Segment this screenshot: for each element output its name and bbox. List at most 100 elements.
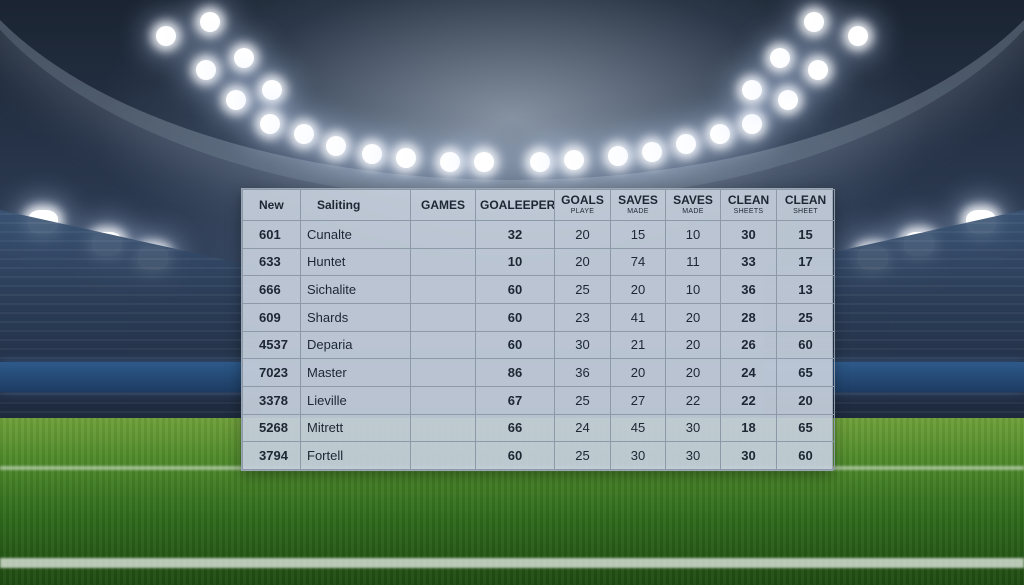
column-header-label: SAVES	[618, 193, 658, 207]
column-header-label: Saliting	[317, 197, 361, 212]
floodlight	[294, 124, 314, 144]
floodlight	[742, 114, 762, 134]
table-row: 7023 Master 86 36 20 20 24 65	[242, 358, 835, 387]
floodlight	[200, 12, 220, 32]
column-header-label: GAMES	[420, 197, 465, 212]
column-header: GAMES	[410, 189, 476, 221]
table-cell: 20	[776, 385, 835, 415]
column-header-sublabel: SHEET	[793, 208, 818, 215]
table-cell: Lieville	[300, 385, 411, 415]
table-cell: 25	[554, 441, 611, 470]
floodlight	[742, 80, 762, 100]
floodlight	[156, 26, 176, 46]
table-row: 4537 Deparia 60 30 21 20 26 60	[242, 330, 835, 360]
column-header-label: New	[259, 197, 284, 212]
column-header-label: GOALEEPER	[480, 197, 555, 212]
table-cell: 20	[665, 330, 721, 360]
table-cell: 60	[776, 441, 835, 470]
table-cell: 60	[475, 330, 555, 360]
floodlight	[260, 114, 280, 134]
table-cell: 60	[475, 302, 555, 332]
table-cell: 15	[610, 220, 666, 249]
table-cell: 23	[554, 302, 611, 332]
table-cell: 86	[475, 358, 555, 387]
table-cell: 10	[665, 275, 721, 304]
table-cell: 10	[475, 247, 555, 277]
column-header-label: GOALS	[561, 193, 604, 207]
pitch-line	[0, 558, 1024, 568]
table-cell: Sichalite	[300, 275, 411, 304]
table-row: 601 Cunalte 32 20 15 10 30 15	[242, 220, 835, 249]
table-cell	[410, 413, 476, 443]
table-cell: 22	[665, 385, 721, 415]
column-header: New	[242, 189, 301, 221]
table-cell: 3378	[242, 385, 301, 415]
table-cell: 25	[776, 302, 835, 332]
table-cell: 28	[720, 302, 777, 332]
table-cell: 30	[610, 441, 666, 470]
table-cell: 45	[610, 413, 666, 443]
floodlight	[608, 146, 628, 166]
table-cell: 33	[720, 247, 777, 277]
table-cell	[410, 302, 476, 332]
table-cell: 30	[665, 441, 721, 470]
table-cell: 30	[554, 330, 611, 360]
column-header-sublabel: SHEETS	[733, 208, 764, 215]
table-cell: 601	[242, 220, 301, 249]
table-cell: 25	[554, 385, 611, 415]
stats-board: New Saliting GAMES GOALEEPER GOALS PLAYE SAVES…	[241, 188, 835, 471]
table-cell	[410, 330, 476, 360]
floodlight	[396, 148, 416, 168]
table-cell: 66	[475, 413, 555, 443]
floodlight	[808, 60, 828, 80]
table-cell: 22	[720, 385, 777, 415]
table-cell: 20	[554, 220, 611, 249]
column-header: GOALEEPER	[475, 189, 555, 221]
column-header-label: CLEAN	[784, 193, 827, 207]
table-cell: 7023	[242, 358, 301, 387]
table-cell: 60	[776, 330, 835, 360]
table-cell: 36	[554, 358, 611, 387]
table-cell: 11	[665, 247, 721, 277]
table-cell: 60	[475, 441, 555, 470]
header-row: New Saliting GAMES GOALEEPER GOALS PLAYE SAVES…	[242, 189, 835, 221]
column-header: Saliting	[300, 189, 411, 221]
table-cell: Huntet	[300, 247, 411, 277]
table-cell: Fortell	[300, 441, 411, 470]
floodlight	[804, 12, 824, 32]
column-header-sublabel: MADE	[682, 208, 704, 215]
table-cell: 41	[610, 302, 666, 332]
table-cell: 20	[610, 358, 666, 387]
table-cell: Shards	[300, 302, 411, 332]
table-row: 666 Sichalite 60 25 20 10 36 13	[242, 275, 835, 304]
advertising-board	[0, 362, 260, 392]
column-header: SAVES MADE	[665, 189, 721, 221]
table-cell: 74	[610, 247, 666, 277]
stats-table: New Saliting GAMES GOALEEPER GOALS PLAYE SAVES…	[242, 189, 835, 470]
table-cell: 30	[720, 441, 777, 470]
floodlight	[440, 152, 460, 172]
table-row: 609 Shards 60 23 41 20 28 25	[242, 302, 835, 332]
table-cell: 17	[776, 247, 835, 277]
table-cell: Deparia	[300, 330, 411, 360]
table-cell: 30	[665, 413, 721, 443]
table-cell: 609	[242, 302, 301, 332]
floodlight	[196, 60, 216, 80]
table-cell: 13	[776, 275, 835, 304]
column-header: GOALS PLAYE	[554, 189, 611, 221]
table-cell: 36	[720, 275, 777, 304]
table-cell: 32	[475, 220, 555, 249]
table-cell: 26	[720, 330, 777, 360]
column-header: SAVES MADE	[610, 189, 666, 221]
table-cell	[410, 441, 476, 470]
column-header-sublabel: MADE	[627, 208, 649, 215]
column-header-sublabel: PLAYE	[570, 208, 595, 215]
table-cell	[410, 275, 476, 304]
floodlight	[778, 90, 798, 110]
floodlight	[564, 150, 584, 170]
table-cell: 67	[475, 385, 555, 415]
floodlight	[710, 124, 730, 144]
table-cell: 633	[242, 247, 301, 277]
table-cell: 10	[665, 220, 721, 249]
table-cell: 666	[242, 275, 301, 304]
